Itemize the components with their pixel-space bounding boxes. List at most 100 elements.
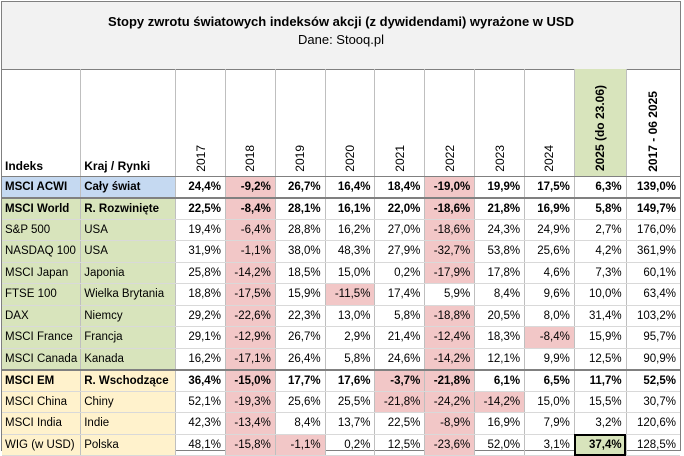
cumulative-return-cell: 361,9% [626, 240, 680, 263]
index-name-cell: MSCI China [2, 391, 82, 413]
return-cell: 8,4% [474, 283, 526, 306]
index-name-cell: MSCI World [2, 197, 82, 220]
header-index: Indeks [2, 69, 82, 177]
return-cell: 6,3% [574, 176, 627, 199]
header-year: 2022 [424, 69, 476, 177]
region-cell: Kanada [80, 348, 177, 371]
return-cell: 29,2% [175, 305, 226, 327]
return-cell: -17,5% [225, 283, 276, 306]
return-cell: 16,9% [474, 412, 526, 435]
region-cell: Francja [80, 326, 177, 349]
return-cell: -3,7% [374, 369, 426, 392]
region-cell: Niemcy [80, 305, 177, 327]
return-cell: 18,3% [474, 326, 526, 349]
return-cell: -15,8% [225, 434, 276, 456]
return-cell: 16,4% [325, 176, 376, 199]
return-cell: 17,6% [325, 369, 376, 392]
return-cell: 13,7% [325, 412, 376, 435]
return-cell: 48,1% [175, 434, 226, 456]
return-cell: 15,0% [524, 391, 575, 413]
return-cell: 22,0% [374, 197, 426, 220]
return-cell: 16,2% [175, 348, 226, 371]
index-name-cell: WIG (w USD) [2, 434, 82, 456]
return-cell: -14,2% [225, 262, 276, 284]
return-cell: 19,9% [474, 176, 526, 199]
return-cell: -32,7% [424, 240, 476, 263]
cumulative-return-cell: 30,7% [626, 391, 680, 413]
index-name-cell: MSCI ACWI [2, 176, 82, 199]
return-cell: 5,8% [374, 305, 426, 327]
return-cell: 25,6% [524, 240, 575, 263]
return-cell: 37,4% [574, 434, 627, 456]
return-cell: 5,9% [424, 283, 476, 306]
return-cell: 18,8% [175, 283, 226, 306]
return-cell: 16,2% [325, 219, 376, 241]
return-cell: 25,6% [275, 391, 326, 413]
return-cell: 15,5% [574, 391, 627, 413]
header-cumulative: 2017 - 06 2025 [626, 69, 680, 177]
table-row: S&P 500 USA 19,4% -6,4% 28,8% 16,2% 27,0% -18,6… [2, 219, 680, 241]
header-year: 2018 [225, 69, 276, 177]
cumulative-return-cell: 52,5% [626, 369, 680, 392]
return-cell: 20,5% [474, 305, 526, 327]
return-cell: 17,7% [275, 369, 326, 392]
return-cell: 0,2% [374, 262, 426, 284]
header-region: Kraj / Rynki [80, 69, 177, 177]
return-cell: 19,4% [175, 219, 226, 241]
index-name-cell: MSCI France [2, 326, 82, 349]
return-cell: -12,9% [225, 326, 276, 349]
return-cell: 2,7% [574, 219, 627, 241]
return-cell: 24,3% [474, 219, 526, 241]
return-cell: -19,3% [225, 391, 276, 413]
return-cell: 9,9% [524, 348, 575, 371]
return-cell: 16,1% [325, 197, 376, 220]
return-cell: 52,0% [474, 434, 526, 456]
index-name-cell: MSCI Canada [2, 348, 82, 371]
return-cell: 15,0% [325, 262, 376, 284]
return-cell: 31,9% [175, 240, 226, 263]
return-cell: -22,6% [225, 305, 276, 327]
header-year: 2024 [524, 69, 575, 177]
cumulative-return-cell: 139,0% [626, 176, 680, 199]
return-cell: 11,7% [574, 369, 627, 392]
return-cell: -18,6% [424, 197, 476, 220]
header-row: Indeks Kraj / Rynki 2017 2018 2019 2020 … [2, 69, 680, 177]
table-row: NASDAQ 100 USA 31,9% -1,1% 38,0% 48,3% 27,9% -3… [2, 240, 680, 263]
return-cell: -9,2% [225, 176, 276, 199]
return-cell: 5,8% [574, 197, 627, 220]
return-cell: 4,2% [574, 240, 627, 263]
return-cell: 8,4% [275, 412, 326, 435]
region-cell: Japonia [80, 262, 177, 284]
region-cell: R. Rozwinięte [80, 197, 177, 220]
return-cell: -1,1% [275, 434, 326, 456]
region-cell: Cały świat [80, 176, 177, 199]
return-cell: 31,4% [574, 305, 627, 327]
return-cell: -17,1% [225, 348, 276, 371]
index-name-cell: DAX [2, 305, 82, 327]
return-cell: 9,6% [524, 283, 575, 306]
region-cell: Chiny [80, 391, 177, 413]
return-cell: -1,1% [225, 240, 276, 263]
return-cell: 24,4% [175, 176, 226, 199]
table-row: MSCI Canada Kanada 16,2% -17,1% 26,4% 5,8% 24,… [2, 348, 680, 371]
return-cell: 27,0% [374, 219, 426, 241]
return-cell: 5,8% [325, 348, 376, 371]
return-cell: 17,5% [524, 176, 575, 199]
return-cell: 28,8% [275, 219, 326, 241]
index-name-cell: FTSE 100 [2, 283, 82, 306]
return-cell: -14,2% [424, 348, 476, 371]
return-cell: 24,6% [374, 348, 426, 371]
index-name-cell: MSCI EM [2, 369, 82, 392]
cumulative-return-cell: 103,2% [626, 305, 680, 327]
table-subtitle: Dane: Stooq.pl [297, 32, 384, 47]
header-year: 2023 [474, 69, 526, 177]
return-cell: -8,4% [225, 197, 276, 220]
return-cell: 17,4% [374, 283, 426, 306]
return-cell: 10,0% [574, 283, 627, 306]
return-cell: 28,1% [275, 197, 326, 220]
table-row: MSCI France Francja 29,1% -12,9% 26,7% 2,9% 21… [2, 326, 680, 349]
return-cell: 25,8% [175, 262, 226, 284]
return-cell: 36,4% [175, 369, 226, 392]
return-cell: 21,4% [374, 326, 426, 349]
